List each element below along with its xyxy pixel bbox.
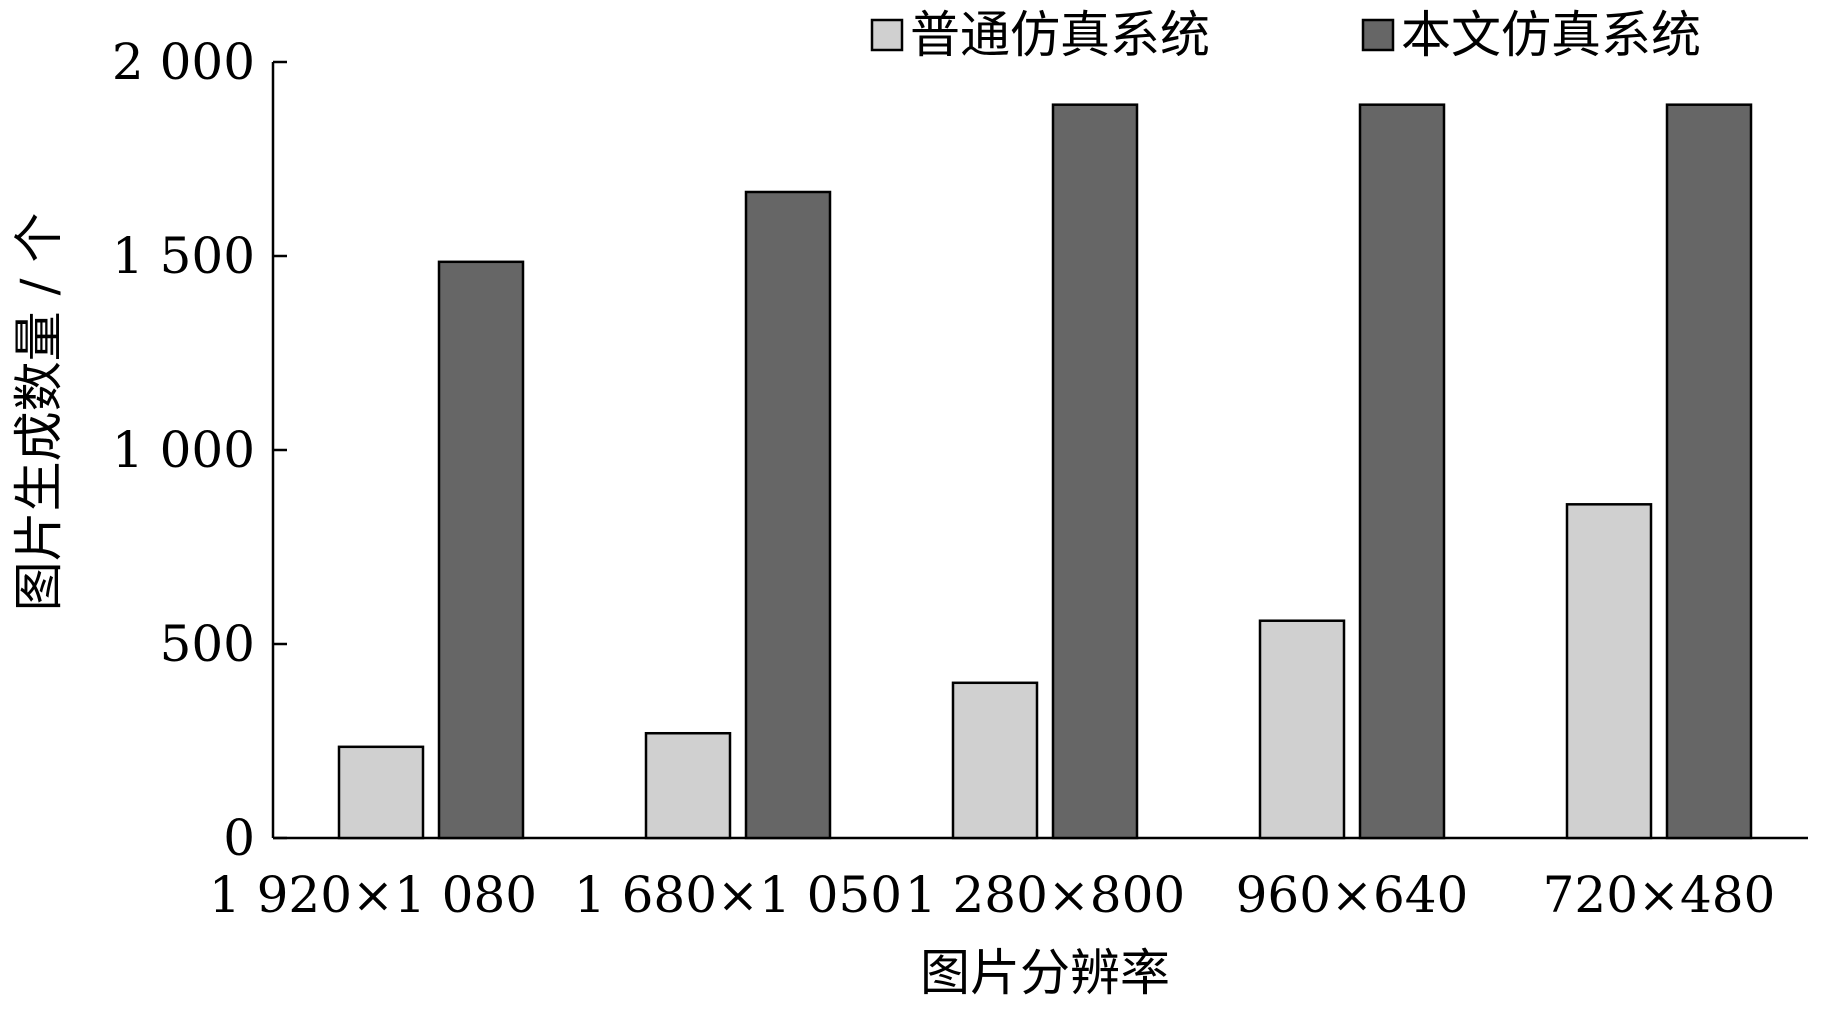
x-tick-label: 1 680×1 050 [574, 866, 902, 924]
y-axis-title: 图片生成数量 / 个 [10, 213, 68, 612]
y-tick-label: 500 [160, 615, 255, 673]
legend-swatch [1361, 18, 1395, 52]
bar-proposed-2 [1051, 103, 1139, 840]
y-tick-label: 1 000 [112, 421, 255, 479]
legend-swatch [870, 18, 904, 52]
legend-label: 普通仿真系统 [910, 6, 1210, 64]
y-tick-label: 2 000 [112, 33, 255, 91]
bar-baseline-2 [951, 681, 1039, 840]
legend: 普通仿真系统 本文仿真系统 [870, 6, 1701, 64]
y-tick-label: 1 500 [112, 227, 255, 285]
x-tick-label: 720×480 [1543, 866, 1776, 924]
bar-proposed-0 [437, 260, 525, 840]
x-tick-label: 1 280×800 [905, 866, 1185, 924]
bars [337, 103, 1753, 840]
legend-label: 本文仿真系统 [1401, 6, 1701, 64]
bar-baseline-1 [644, 731, 732, 840]
x-tick-label: 960×640 [1236, 866, 1469, 924]
bar-baseline-4 [1565, 503, 1653, 840]
bar-baseline-3 [1258, 619, 1346, 840]
bar-baseline-0 [337, 745, 425, 840]
x-tick-label: 1 920×1 080 [209, 866, 537, 924]
bar-proposed-1 [744, 190, 832, 840]
axes: 0 500 1 000 1 500 2 000 1 920×1 080 1 680×1 05… [112, 33, 1808, 924]
bar-proposed-3 [1358, 103, 1446, 840]
bar-proposed-4 [1665, 103, 1753, 840]
x-axis-title: 图片分辨率 [920, 944, 1170, 1002]
y-tick-label: 0 [223, 809, 255, 867]
